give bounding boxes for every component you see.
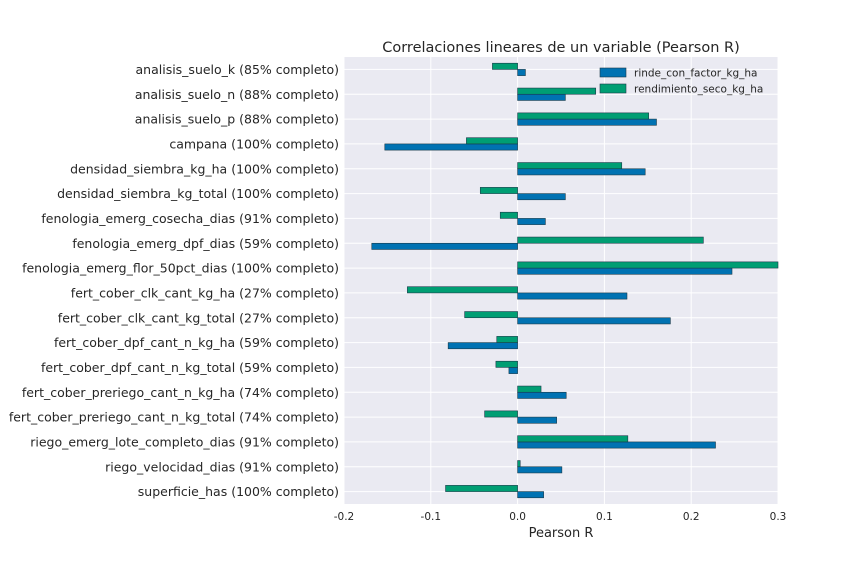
bar-rinde [517, 292, 628, 300]
y-tick-label: fert_cober_clk_cant_kg_total (27% comple… [58, 310, 339, 325]
bar-rinde [517, 69, 526, 76]
legend-label-rendimiento: rendimiento_seco_kg_ha [634, 84, 763, 96]
bar-rendimiento [464, 311, 518, 319]
bar-rinde [384, 143, 518, 151]
bar-rinde [517, 466, 563, 474]
bar-rinde [517, 118, 657, 126]
y-tick-label: superficie_has (100% completo) [138, 484, 339, 499]
y-tick-label: fenologia_emerg_cosecha_dias (91% comple… [41, 211, 339, 226]
bar-rinde [517, 193, 566, 201]
bar-rendimiento [479, 187, 518, 194]
bar-rendimiento [517, 385, 542, 393]
bar-rinde [517, 218, 546, 225]
bar-rendimiento [495, 360, 518, 368]
bar-rendimiento [517, 112, 649, 120]
bar-rendimiento [517, 162, 623, 170]
bar-rendimiento [496, 336, 518, 343]
plot-background [344, 57, 778, 504]
x-tick-label: 0.2 [683, 511, 700, 523]
y-tick-label: riego_emerg_lote_completo_dias (91% comp… [30, 434, 339, 449]
y-tick-label: densidad_siembra_kg_total (100% completo… [57, 186, 339, 201]
x-tick-label: -0.2 [334, 511, 355, 523]
bar-rendimiento [517, 460, 521, 468]
y-tick-label: fenologia_emerg_flor_50pct_dias (100% co… [22, 261, 339, 276]
y-tick-label: analisis_suelo_n (88% completo) [135, 87, 339, 102]
legend-swatch-rinde [599, 67, 627, 78]
y-tick-label: campana (100% completo) [169, 136, 339, 151]
x-axis-label: Pearson R [529, 526, 594, 541]
bar-rendimiento [466, 137, 518, 145]
bar-rinde [517, 416, 557, 424]
bar-rinde [371, 242, 518, 250]
y-tick-label: fert_cober_preriego_cant_n_kg_total (74%… [9, 410, 339, 425]
bar-rendimiento [445, 485, 518, 492]
bar-rendimiento [517, 435, 629, 443]
bar-rendimiento [517, 261, 779, 269]
bar-rinde [447, 342, 518, 350]
bar-rinde [517, 441, 716, 449]
y-tick-label: fert_cober_dpf_cant_n_kg_ha (59% complet… [54, 335, 339, 350]
y-tick-label: densidad_siembra_kg_ha (100% completo) [70, 161, 339, 176]
bar-rinde [517, 267, 733, 275]
bar-rendimiento [517, 236, 704, 244]
legend: rinde_con_factor_kg_ha rendimiento_seco_… [599, 67, 763, 96]
y-tick-label: analisis_suelo_k (85% completo) [136, 62, 340, 77]
x-tick-label: 0.1 [596, 511, 613, 523]
bar-rendimiento [492, 62, 518, 70]
chart-title: Correlaciones lineares de un variable (P… [382, 40, 740, 56]
y-tick-labels: analisis_suelo_k (85% completo) analisis_… [9, 62, 339, 499]
y-tick-label: fenologia_emerg_dpf_dias (59% completo) [72, 236, 339, 251]
x-tick-label: 0.3 [770, 511, 787, 523]
y-tick-label: fert_cober_clk_cant_kg_ha (27% completo) [71, 285, 339, 300]
bar-rendimiento [499, 211, 518, 219]
bar-rinde [517, 168, 646, 176]
bar-rendimiento [407, 286, 518, 294]
bar-rinde [517, 391, 567, 399]
y-tick-label: fert_cober_preriego_cant_n_kg_ha (74% co… [22, 385, 339, 400]
x-tick-labels: -0.2 -0.1 0.0 0.1 0.2 0.3 [334, 511, 787, 523]
bar-rinde [517, 317, 671, 325]
bar-rendimiento [517, 87, 597, 95]
y-tick-label: analisis_suelo_p (88% completo) [135, 112, 339, 127]
x-tick-label: 0.0 [509, 511, 526, 523]
y-tick-label: fert_cober_dpf_cant_n_kg_total (59% comp… [41, 360, 339, 375]
bar-rinde [517, 491, 544, 499]
bar-rinde [508, 367, 518, 374]
legend-label-rinde: rinde_con_factor_kg_ha [634, 68, 757, 80]
x-tick-label: -0.1 [421, 511, 442, 523]
legend-swatch-rendimiento [599, 83, 627, 94]
bar-rendimiento [484, 410, 518, 418]
bars-group [371, 62, 779, 499]
bar-rinde [517, 93, 566, 101]
y-tick-label: riego_velocidad_dias (91% completo) [105, 459, 339, 474]
